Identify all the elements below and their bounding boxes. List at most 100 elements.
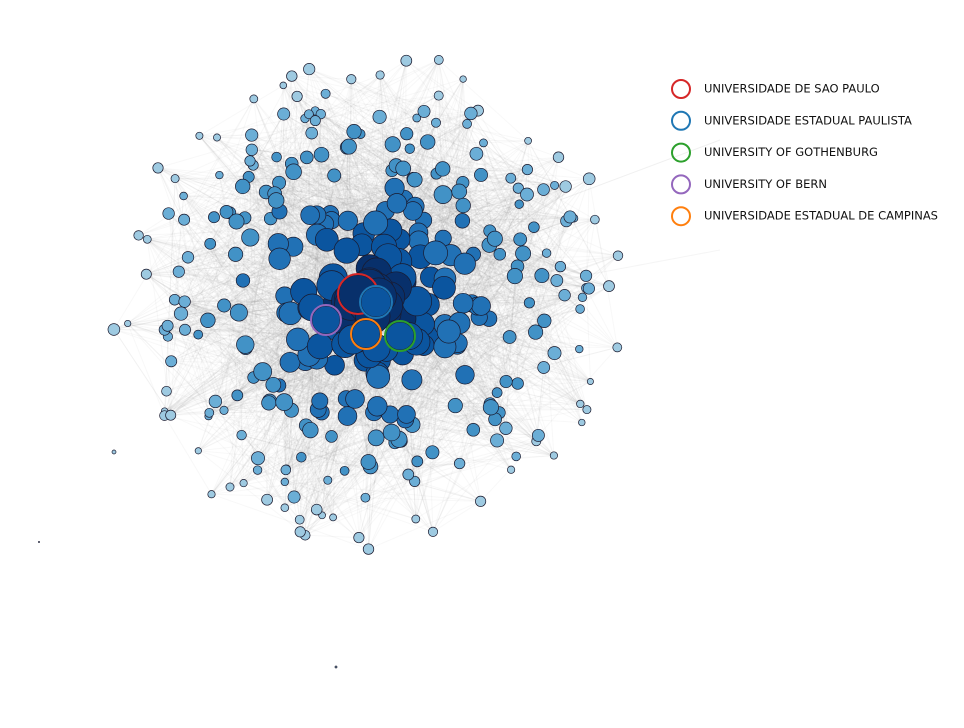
edge <box>266 358 318 500</box>
edge <box>147 238 481 502</box>
edge <box>353 131 519 189</box>
edge <box>241 434 481 502</box>
edge <box>276 156 294 247</box>
edge <box>299 189 544 533</box>
node <box>479 138 488 148</box>
edge <box>127 323 246 349</box>
edge <box>454 217 575 406</box>
edge <box>248 74 381 178</box>
edge <box>253 98 278 158</box>
edge <box>496 288 590 393</box>
node <box>511 451 521 462</box>
node <box>253 362 273 381</box>
edge <box>291 403 581 411</box>
node <box>193 329 204 340</box>
edge <box>164 141 429 412</box>
edge <box>483 142 583 423</box>
edge <box>164 331 536 417</box>
edge <box>113 329 254 378</box>
node <box>507 465 516 474</box>
edge <box>459 238 496 464</box>
edge <box>459 157 559 464</box>
edge <box>229 212 590 290</box>
node <box>170 174 180 184</box>
edge <box>406 133 464 183</box>
edge <box>183 195 416 207</box>
node <box>603 280 615 292</box>
edge <box>216 74 381 138</box>
node <box>261 395 277 411</box>
edge <box>304 466 371 536</box>
edge <box>211 296 583 495</box>
edge <box>229 413 407 488</box>
edge <box>535 331 583 423</box>
edge <box>411 294 565 381</box>
edge <box>454 302 530 406</box>
edge <box>358 226 535 538</box>
edge <box>229 75 293 488</box>
edge <box>462 182 588 410</box>
edge <box>249 146 349 162</box>
node <box>425 445 440 460</box>
node <box>474 167 488 182</box>
edge <box>299 348 580 533</box>
edge <box>180 149 253 314</box>
edge <box>413 178 545 368</box>
edge <box>406 133 482 307</box>
node <box>195 131 204 140</box>
edge <box>127 323 301 521</box>
edge <box>252 165 333 437</box>
edge <box>414 205 524 254</box>
node <box>580 269 593 282</box>
node <box>552 151 565 163</box>
edge <box>464 263 590 290</box>
node <box>294 526 306 538</box>
edge <box>184 191 267 331</box>
node <box>249 94 259 104</box>
edge <box>478 140 529 318</box>
legend-marker <box>671 79 691 99</box>
node <box>181 251 195 264</box>
node <box>337 406 358 426</box>
node <box>346 124 362 140</box>
node <box>329 513 337 522</box>
edge <box>364 439 400 498</box>
node <box>310 503 323 516</box>
edge <box>171 360 320 402</box>
edge <box>483 142 571 218</box>
edge <box>180 295 285 315</box>
edge <box>308 68 437 124</box>
edge <box>164 148 411 416</box>
edge <box>278 95 439 184</box>
edge <box>199 135 349 148</box>
edge <box>406 60 567 187</box>
edge <box>164 218 272 416</box>
node <box>213 133 221 142</box>
edge <box>170 409 292 416</box>
edge <box>262 95 440 372</box>
node <box>339 465 350 476</box>
edge <box>535 367 545 442</box>
edge <box>406 133 480 318</box>
edge <box>283 113 373 289</box>
node <box>360 454 377 470</box>
node <box>306 333 334 360</box>
edge <box>285 381 591 471</box>
node <box>207 490 216 499</box>
node <box>549 451 558 460</box>
edge <box>470 113 528 195</box>
edge <box>199 84 284 137</box>
edge <box>535 275 543 333</box>
edge <box>146 141 428 275</box>
edge <box>407 255 619 475</box>
edge <box>223 186 244 306</box>
edge <box>199 134 252 137</box>
node <box>386 193 408 214</box>
edge <box>146 238 521 275</box>
edge <box>304 69 310 119</box>
edge <box>375 75 381 223</box>
edge <box>209 412 369 463</box>
edge <box>248 146 350 178</box>
node <box>475 495 487 507</box>
